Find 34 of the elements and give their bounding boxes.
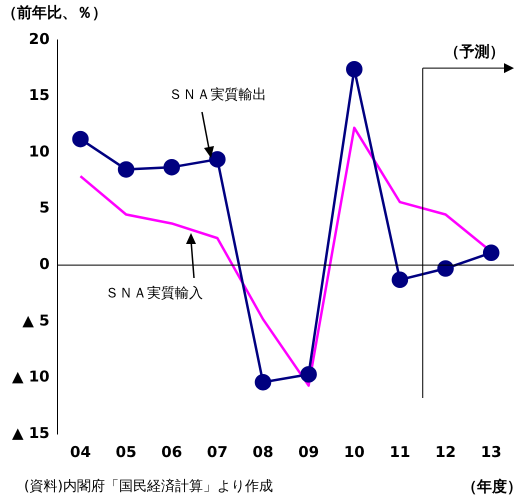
y-tick-label: 20 xyxy=(28,30,50,48)
point xyxy=(346,61,363,78)
x-tick-label: 05 xyxy=(116,442,137,461)
point xyxy=(72,130,89,148)
x-tick-label: 12 xyxy=(435,442,456,461)
text: (資料)内閣府「国民経済計算」より作成 xyxy=(24,478,273,495)
x-tick-label: 11 xyxy=(389,442,410,461)
point xyxy=(209,151,226,168)
x-tick-label: 07 xyxy=(206,442,228,461)
x-tick-label: 04 xyxy=(70,442,91,461)
point xyxy=(254,374,272,390)
y-tick-label: 5 xyxy=(39,198,50,217)
ref-line-label: （予測） xyxy=(444,42,504,61)
y-tick-label: ▲ 5 xyxy=(22,311,50,330)
point xyxy=(300,366,317,383)
text: ＳＮＡ実質輸入 xyxy=(105,285,204,302)
point xyxy=(163,158,180,176)
x-tick-label: 13 xyxy=(480,442,502,461)
point xyxy=(118,161,134,178)
y-tick-label: ▲ 10 xyxy=(12,368,50,386)
y-tick-label: 0 xyxy=(39,255,50,274)
y-tick-label: 10 xyxy=(28,142,50,160)
point xyxy=(437,260,454,277)
y-axis-title: （前年比、％） xyxy=(2,3,107,22)
x-tick-label: 09 xyxy=(298,442,320,461)
x-tick-label: 06 xyxy=(161,442,182,461)
y-tick-label: 15 xyxy=(28,86,50,104)
text: ＳＮＡ実質輸出 xyxy=(168,87,266,104)
x-tick-label: 08 xyxy=(252,442,274,461)
point xyxy=(482,244,500,262)
x-tick-label: 10 xyxy=(344,442,365,461)
y-tick-label: ▲ 15 xyxy=(12,424,50,442)
point xyxy=(392,272,408,288)
x-axis-title: （年度） xyxy=(462,477,522,496)
